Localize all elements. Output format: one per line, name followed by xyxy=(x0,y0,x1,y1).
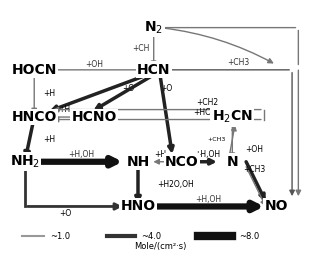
Text: +HCCO: +HCCO xyxy=(193,107,221,117)
Text: +CH3: +CH3 xyxy=(208,137,226,142)
Text: NH: NH xyxy=(126,155,150,169)
Text: H$_2$CN: H$_2$CN xyxy=(212,109,253,125)
Text: +H: +H xyxy=(44,89,56,98)
Text: +H,OH: +H,OH xyxy=(194,150,220,159)
Text: ~4.0: ~4.0 xyxy=(141,232,161,241)
Text: ~8.0: ~8.0 xyxy=(239,232,259,241)
Text: +H: +H xyxy=(154,150,166,159)
Text: +CH: +CH xyxy=(132,44,150,53)
Text: +H2O,OH: +H2O,OH xyxy=(157,180,194,189)
Text: N$_2$: N$_2$ xyxy=(144,19,163,36)
Text: +OH: +OH xyxy=(85,60,103,69)
Text: NO: NO xyxy=(265,199,288,213)
Text: +H,OH: +H,OH xyxy=(196,195,222,203)
Text: +O: +O xyxy=(123,84,135,93)
Text: HCN: HCN xyxy=(137,63,171,77)
Text: +H: +H xyxy=(58,105,70,114)
Text: +H: +H xyxy=(44,135,56,144)
Text: ~1.0: ~1.0 xyxy=(50,232,70,241)
Text: +O: +O xyxy=(160,84,172,93)
Text: +CH3: +CH3 xyxy=(228,58,250,67)
Text: NCO: NCO xyxy=(165,155,199,169)
Text: +OH: +OH xyxy=(245,145,263,154)
Text: NH$_2$: NH$_2$ xyxy=(10,154,40,170)
Text: +CH3: +CH3 xyxy=(243,165,266,174)
Text: N: N xyxy=(227,155,238,169)
Text: HCNO: HCNO xyxy=(71,110,117,124)
Text: HOCN: HOCN xyxy=(12,63,57,77)
Text: +O: +O xyxy=(60,209,72,218)
Text: +H,OH: +H,OH xyxy=(68,150,94,159)
Text: HNO: HNO xyxy=(120,199,156,213)
Text: +CH2: +CH2 xyxy=(196,98,218,107)
Text: Mole/(cm²·s): Mole/(cm²·s) xyxy=(134,242,186,251)
Text: HNCO: HNCO xyxy=(12,110,57,124)
